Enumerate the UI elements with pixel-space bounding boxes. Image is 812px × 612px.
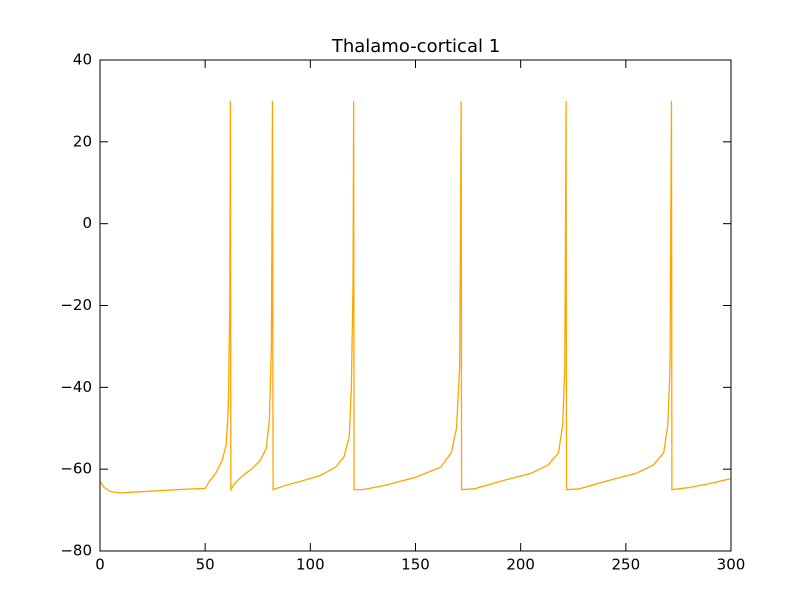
- y-tick-label: 40: [73, 51, 92, 69]
- x-tick-label: 150: [401, 556, 430, 574]
- y-tick-label: −20: [60, 296, 92, 314]
- x-tick-label: 250: [612, 556, 641, 574]
- x-tick-label: 50: [196, 556, 215, 574]
- y-tick-label: −60: [60, 460, 92, 478]
- y-tick-label: −80: [60, 542, 92, 560]
- plot-frame: [99, 59, 732, 552]
- x-tick-label: 300: [717, 556, 746, 574]
- x-tick-label: 100: [296, 556, 325, 574]
- x-tick-label: 0: [95, 556, 105, 574]
- y-tick-label: −40: [60, 378, 92, 396]
- y-tick-label: 0: [82, 214, 92, 232]
- y-tick-label: 20: [73, 132, 92, 150]
- x-tick-label: 200: [506, 556, 535, 574]
- data-line: [99, 100, 732, 494]
- chart-title: Thalamo-cortical 1: [331, 36, 500, 57]
